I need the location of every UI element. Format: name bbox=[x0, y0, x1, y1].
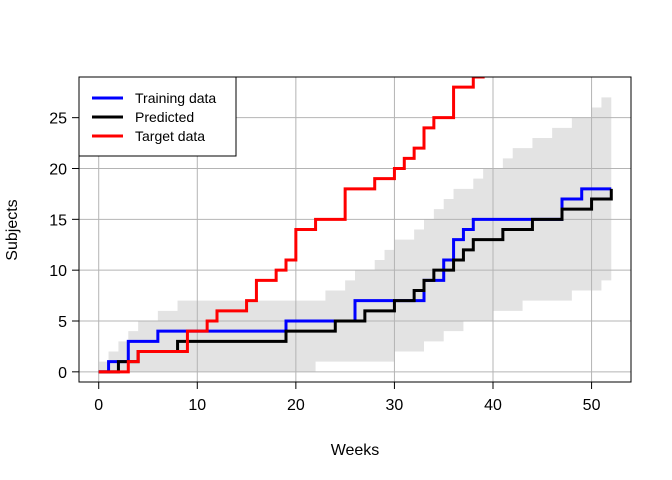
plot-frame bbox=[78, 76, 632, 383]
legend-label-training-data: Training data bbox=[135, 90, 216, 106]
y-tick-label: 25 bbox=[49, 111, 67, 128]
y-tick-label: 0 bbox=[58, 365, 67, 382]
series-line-target-data bbox=[98, 77, 485, 374]
axes: 0 10 20 30 40 50 0 5 10 15 20 25 bbox=[49, 111, 600, 414]
legend: Training data Predicted Target data bbox=[78, 76, 237, 157]
x-tick-label: 30 bbox=[386, 397, 404, 414]
x-axis-label: Weeks bbox=[331, 442, 380, 459]
y-tick-label: 15 bbox=[49, 212, 67, 229]
series-line-training-data bbox=[98, 187, 612, 374]
series-line-predicted bbox=[98, 188, 613, 374]
prediction-interval-band bbox=[98, 97, 612, 372]
y-tick-label: 20 bbox=[49, 162, 67, 179]
y-tick-label: 5 bbox=[58, 314, 67, 331]
legend-label-predicted: Predicted bbox=[135, 109, 194, 125]
y-tick-label: 10 bbox=[49, 263, 67, 280]
y-axis-label: Subjects bbox=[4, 199, 21, 260]
x-tick-label: 20 bbox=[287, 397, 305, 414]
x-tick-label: 0 bbox=[94, 397, 103, 414]
x-tick-label: 50 bbox=[583, 397, 601, 414]
x-tick-label: 10 bbox=[188, 397, 206, 414]
legend-label-target-data: Target data bbox=[135, 128, 205, 144]
x-tick-label: 40 bbox=[484, 397, 502, 414]
prediction-interval-layer bbox=[98, 97, 612, 372]
series-layer bbox=[98, 77, 613, 374]
